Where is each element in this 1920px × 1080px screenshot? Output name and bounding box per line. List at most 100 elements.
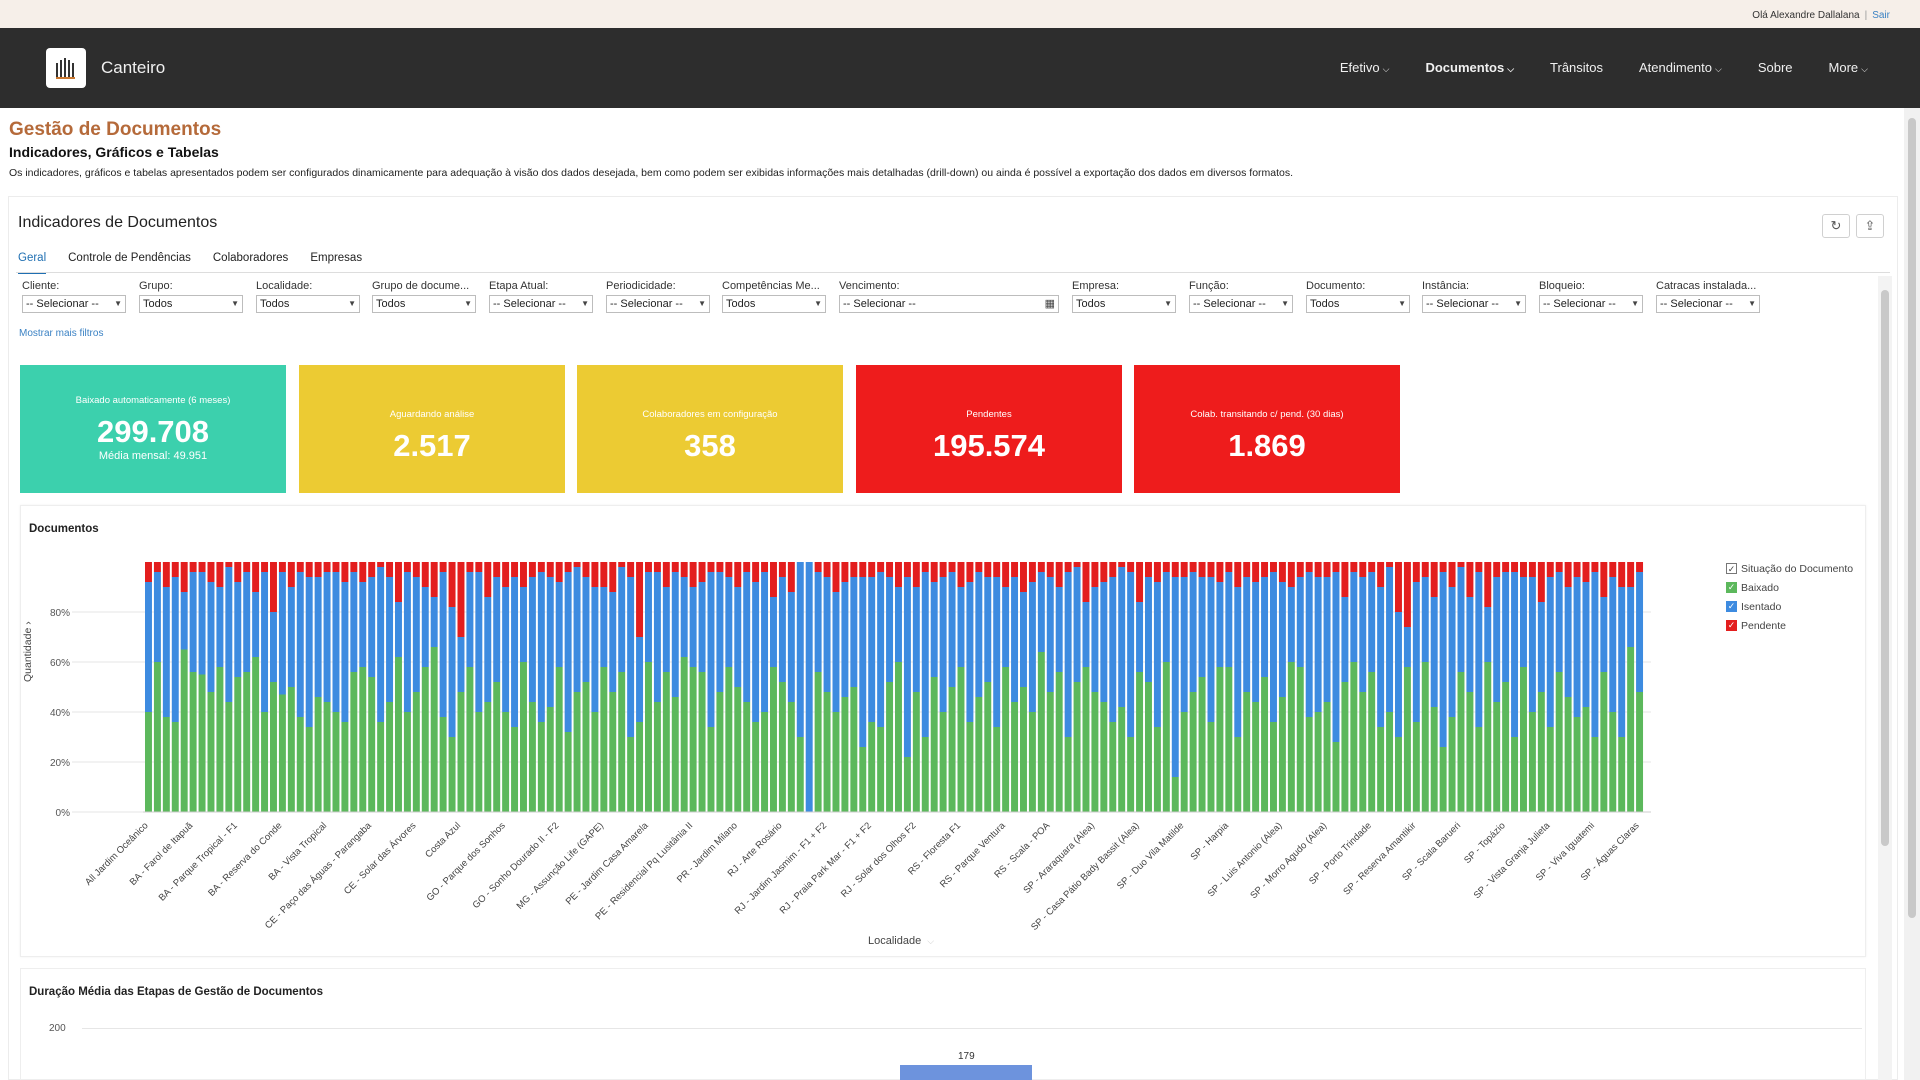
bar-baixado[interactable] bbox=[475, 712, 483, 812]
bar-isentado[interactable] bbox=[243, 572, 251, 672]
bar-pendente[interactable] bbox=[350, 562, 358, 572]
kpi-card[interactable]: Colab. transitando c/ pend. (30 dias) 1.8… bbox=[1134, 365, 1400, 493]
bar-pendente[interactable] bbox=[984, 562, 992, 577]
bar-isentado[interactable] bbox=[1073, 567, 1081, 682]
bar-pendente[interactable] bbox=[707, 562, 715, 572]
bar-pendente[interactable] bbox=[475, 562, 483, 572]
bar-baixado[interactable] bbox=[1377, 727, 1385, 812]
bar-isentado[interactable] bbox=[823, 577, 831, 692]
bar-isentado[interactable] bbox=[1207, 577, 1215, 722]
bar-pendente[interactable] bbox=[1528, 562, 1536, 577]
bar-baixado[interactable] bbox=[582, 682, 590, 812]
bar-isentado[interactable] bbox=[1395, 612, 1402, 737]
bar-baixado[interactable] bbox=[734, 687, 742, 812]
bar-isentado[interactable] bbox=[948, 572, 956, 687]
bar-baixado[interactable] bbox=[725, 667, 733, 812]
bar-pendente[interactable] bbox=[1153, 562, 1161, 582]
bar-baixado[interactable] bbox=[421, 667, 429, 812]
bar-pendente[interactable] bbox=[761, 562, 769, 572]
bar-baixado[interactable] bbox=[1332, 742, 1340, 812]
bar-baixado[interactable] bbox=[225, 702, 233, 812]
bar-isentado[interactable] bbox=[975, 572, 983, 697]
bar-baixado[interactable] bbox=[153, 662, 161, 812]
bar-isentado[interactable] bbox=[475, 572, 483, 712]
bar-baixado[interactable] bbox=[671, 697, 679, 812]
bar-isentado[interactable] bbox=[671, 572, 679, 697]
bar-isentado[interactable] bbox=[725, 577, 733, 667]
bar-pendente[interactable] bbox=[921, 562, 929, 572]
bar-isentado[interactable] bbox=[636, 637, 644, 722]
filter-select[interactable]: -- Selecionar -- ▼ bbox=[22, 295, 126, 313]
bar-isentado[interactable] bbox=[600, 587, 608, 667]
bar-pendente[interactable] bbox=[930, 562, 938, 582]
bar-pendente[interactable] bbox=[207, 562, 215, 582]
bar-pendente[interactable] bbox=[734, 562, 742, 587]
bar-isentado[interactable] bbox=[993, 577, 1001, 727]
bar-pendente[interactable] bbox=[645, 562, 652, 572]
bar-pendente[interactable] bbox=[216, 562, 224, 587]
bar-baixado[interactable] bbox=[1243, 692, 1251, 812]
bar-baixado[interactable] bbox=[1002, 667, 1010, 812]
bar-isentado[interactable] bbox=[1011, 577, 1019, 702]
bar-baixado[interactable] bbox=[1118, 707, 1126, 812]
bar-pendente[interactable] bbox=[528, 562, 536, 577]
bar-pendente[interactable] bbox=[1475, 562, 1483, 572]
bar-pendente[interactable] bbox=[1591, 562, 1599, 572]
bar-pendente[interactable] bbox=[1002, 562, 1010, 587]
bar-pendente[interactable] bbox=[555, 562, 563, 582]
bar-pendente[interactable] bbox=[1189, 562, 1197, 572]
bar-isentado[interactable] bbox=[1037, 572, 1045, 652]
bar-isentado[interactable] bbox=[457, 637, 465, 692]
bar-baixado[interactable] bbox=[1136, 672, 1144, 812]
bar-baixado[interactable] bbox=[921, 737, 929, 812]
bar-baixado[interactable] bbox=[618, 672, 626, 812]
bar-baixado[interactable] bbox=[278, 694, 286, 813]
panel-scrollbar[interactable] bbox=[1878, 276, 1892, 1080]
bar-baixado[interactable] bbox=[698, 672, 706, 812]
bar-pendente[interactable] bbox=[993, 562, 1001, 577]
bar-isentado[interactable] bbox=[1127, 572, 1135, 737]
bar-isentado[interactable] bbox=[1439, 572, 1447, 747]
bar-isentado[interactable] bbox=[1528, 577, 1536, 712]
bar-pendente[interactable] bbox=[234, 562, 242, 582]
bar-isentado[interactable] bbox=[189, 572, 197, 672]
bar-isentado[interactable] bbox=[555, 582, 563, 667]
bar-baixado[interactable] bbox=[1287, 662, 1295, 812]
bar-isentado[interactable] bbox=[1475, 572, 1483, 727]
bar-baixado[interactable] bbox=[1225, 667, 1233, 812]
bar-baixado[interactable] bbox=[412, 692, 420, 812]
bar-isentado[interactable] bbox=[1171, 577, 1179, 777]
bar-pendente[interactable] bbox=[1546, 562, 1554, 577]
bar-pendente[interactable] bbox=[850, 562, 858, 577]
more-filters-link[interactable]: Mostrar mais filtros bbox=[19, 328, 104, 339]
bar-isentado[interactable] bbox=[1448, 587, 1456, 717]
bar-pendente[interactable] bbox=[1100, 562, 1108, 582]
bar-pendente[interactable] bbox=[546, 562, 554, 577]
bar-isentado[interactable] bbox=[1287, 587, 1295, 662]
bar-isentado[interactable] bbox=[1091, 587, 1099, 692]
bar-pendente[interactable] bbox=[1359, 562, 1367, 577]
kpi-card[interactable]: Baixado automaticamente (6 meses) 299.708… bbox=[20, 365, 286, 493]
bar-baixado[interactable] bbox=[457, 692, 465, 812]
bar-pendente[interactable] bbox=[1037, 562, 1045, 572]
bar-baixado[interactable] bbox=[1171, 777, 1179, 812]
bar-pendente[interactable] bbox=[600, 562, 608, 587]
bar-pendente[interactable] bbox=[1537, 562, 1545, 602]
bar-baixado[interactable] bbox=[1046, 692, 1054, 812]
bar-pendente[interactable] bbox=[680, 562, 688, 577]
bar-baixado[interactable] bbox=[261, 712, 269, 812]
bar-isentado[interactable] bbox=[1305, 572, 1313, 717]
bar-isentado[interactable] bbox=[270, 612, 277, 682]
bar-baixado[interactable] bbox=[1314, 712, 1322, 812]
bar-isentado[interactable] bbox=[1216, 582, 1224, 667]
bar-pendente[interactable] bbox=[1252, 562, 1260, 582]
bar-baixado[interactable] bbox=[680, 657, 688, 812]
bar-isentado[interactable] bbox=[895, 587, 902, 662]
legend-item[interactable]: ✓ Baixado bbox=[1726, 578, 1853, 597]
bar-pendente[interactable] bbox=[1055, 562, 1063, 587]
bar-isentado[interactable] bbox=[752, 582, 760, 722]
logout-link[interactable]: Sair bbox=[1872, 10, 1890, 21]
bar-baixado[interactable] bbox=[975, 697, 983, 812]
bar-isentado[interactable] bbox=[1162, 572, 1170, 662]
bar-baixado[interactable] bbox=[1100, 702, 1108, 812]
